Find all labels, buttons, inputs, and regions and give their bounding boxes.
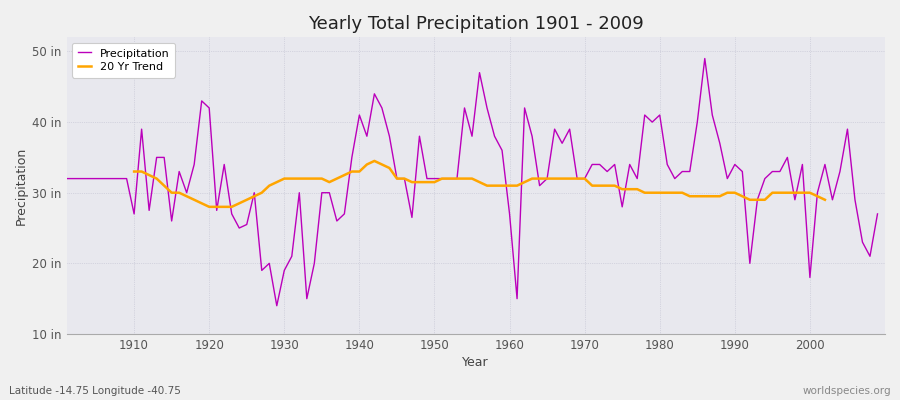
20 Yr Trend	[692, 194, 703, 199]
20 Yr Trend	[820, 197, 831, 202]
X-axis label: Year: Year	[463, 356, 489, 369]
Precipitation	[122, 176, 132, 181]
20 Yr Trend	[625, 187, 635, 192]
Text: Latitude -14.75 Longitude -40.75: Latitude -14.75 Longitude -40.75	[9, 386, 181, 396]
20 Yr Trend	[489, 183, 500, 188]
Precipitation	[512, 296, 523, 301]
Legend: Precipitation, 20 Yr Trend: Precipitation, 20 Yr Trend	[72, 43, 176, 78]
Line: Precipitation: Precipitation	[67, 58, 878, 306]
Precipitation	[504, 212, 515, 216]
Precipitation	[602, 169, 613, 174]
Precipitation	[872, 212, 883, 216]
20 Yr Trend	[279, 176, 290, 181]
Precipitation	[294, 190, 305, 195]
Text: worldspecies.org: worldspecies.org	[803, 386, 891, 396]
20 Yr Trend	[369, 158, 380, 163]
Precipitation	[699, 56, 710, 61]
Precipitation	[339, 212, 350, 216]
20 Yr Trend	[249, 194, 260, 199]
Y-axis label: Precipitation: Precipitation	[15, 146, 28, 225]
Line: 20 Yr Trend: 20 Yr Trend	[134, 161, 825, 207]
Precipitation	[61, 176, 72, 181]
Precipitation	[272, 303, 283, 308]
20 Yr Trend	[129, 169, 140, 174]
20 Yr Trend	[203, 204, 214, 209]
20 Yr Trend	[226, 204, 237, 209]
Title: Yearly Total Precipitation 1901 - 2009: Yearly Total Precipitation 1901 - 2009	[308, 15, 644, 33]
